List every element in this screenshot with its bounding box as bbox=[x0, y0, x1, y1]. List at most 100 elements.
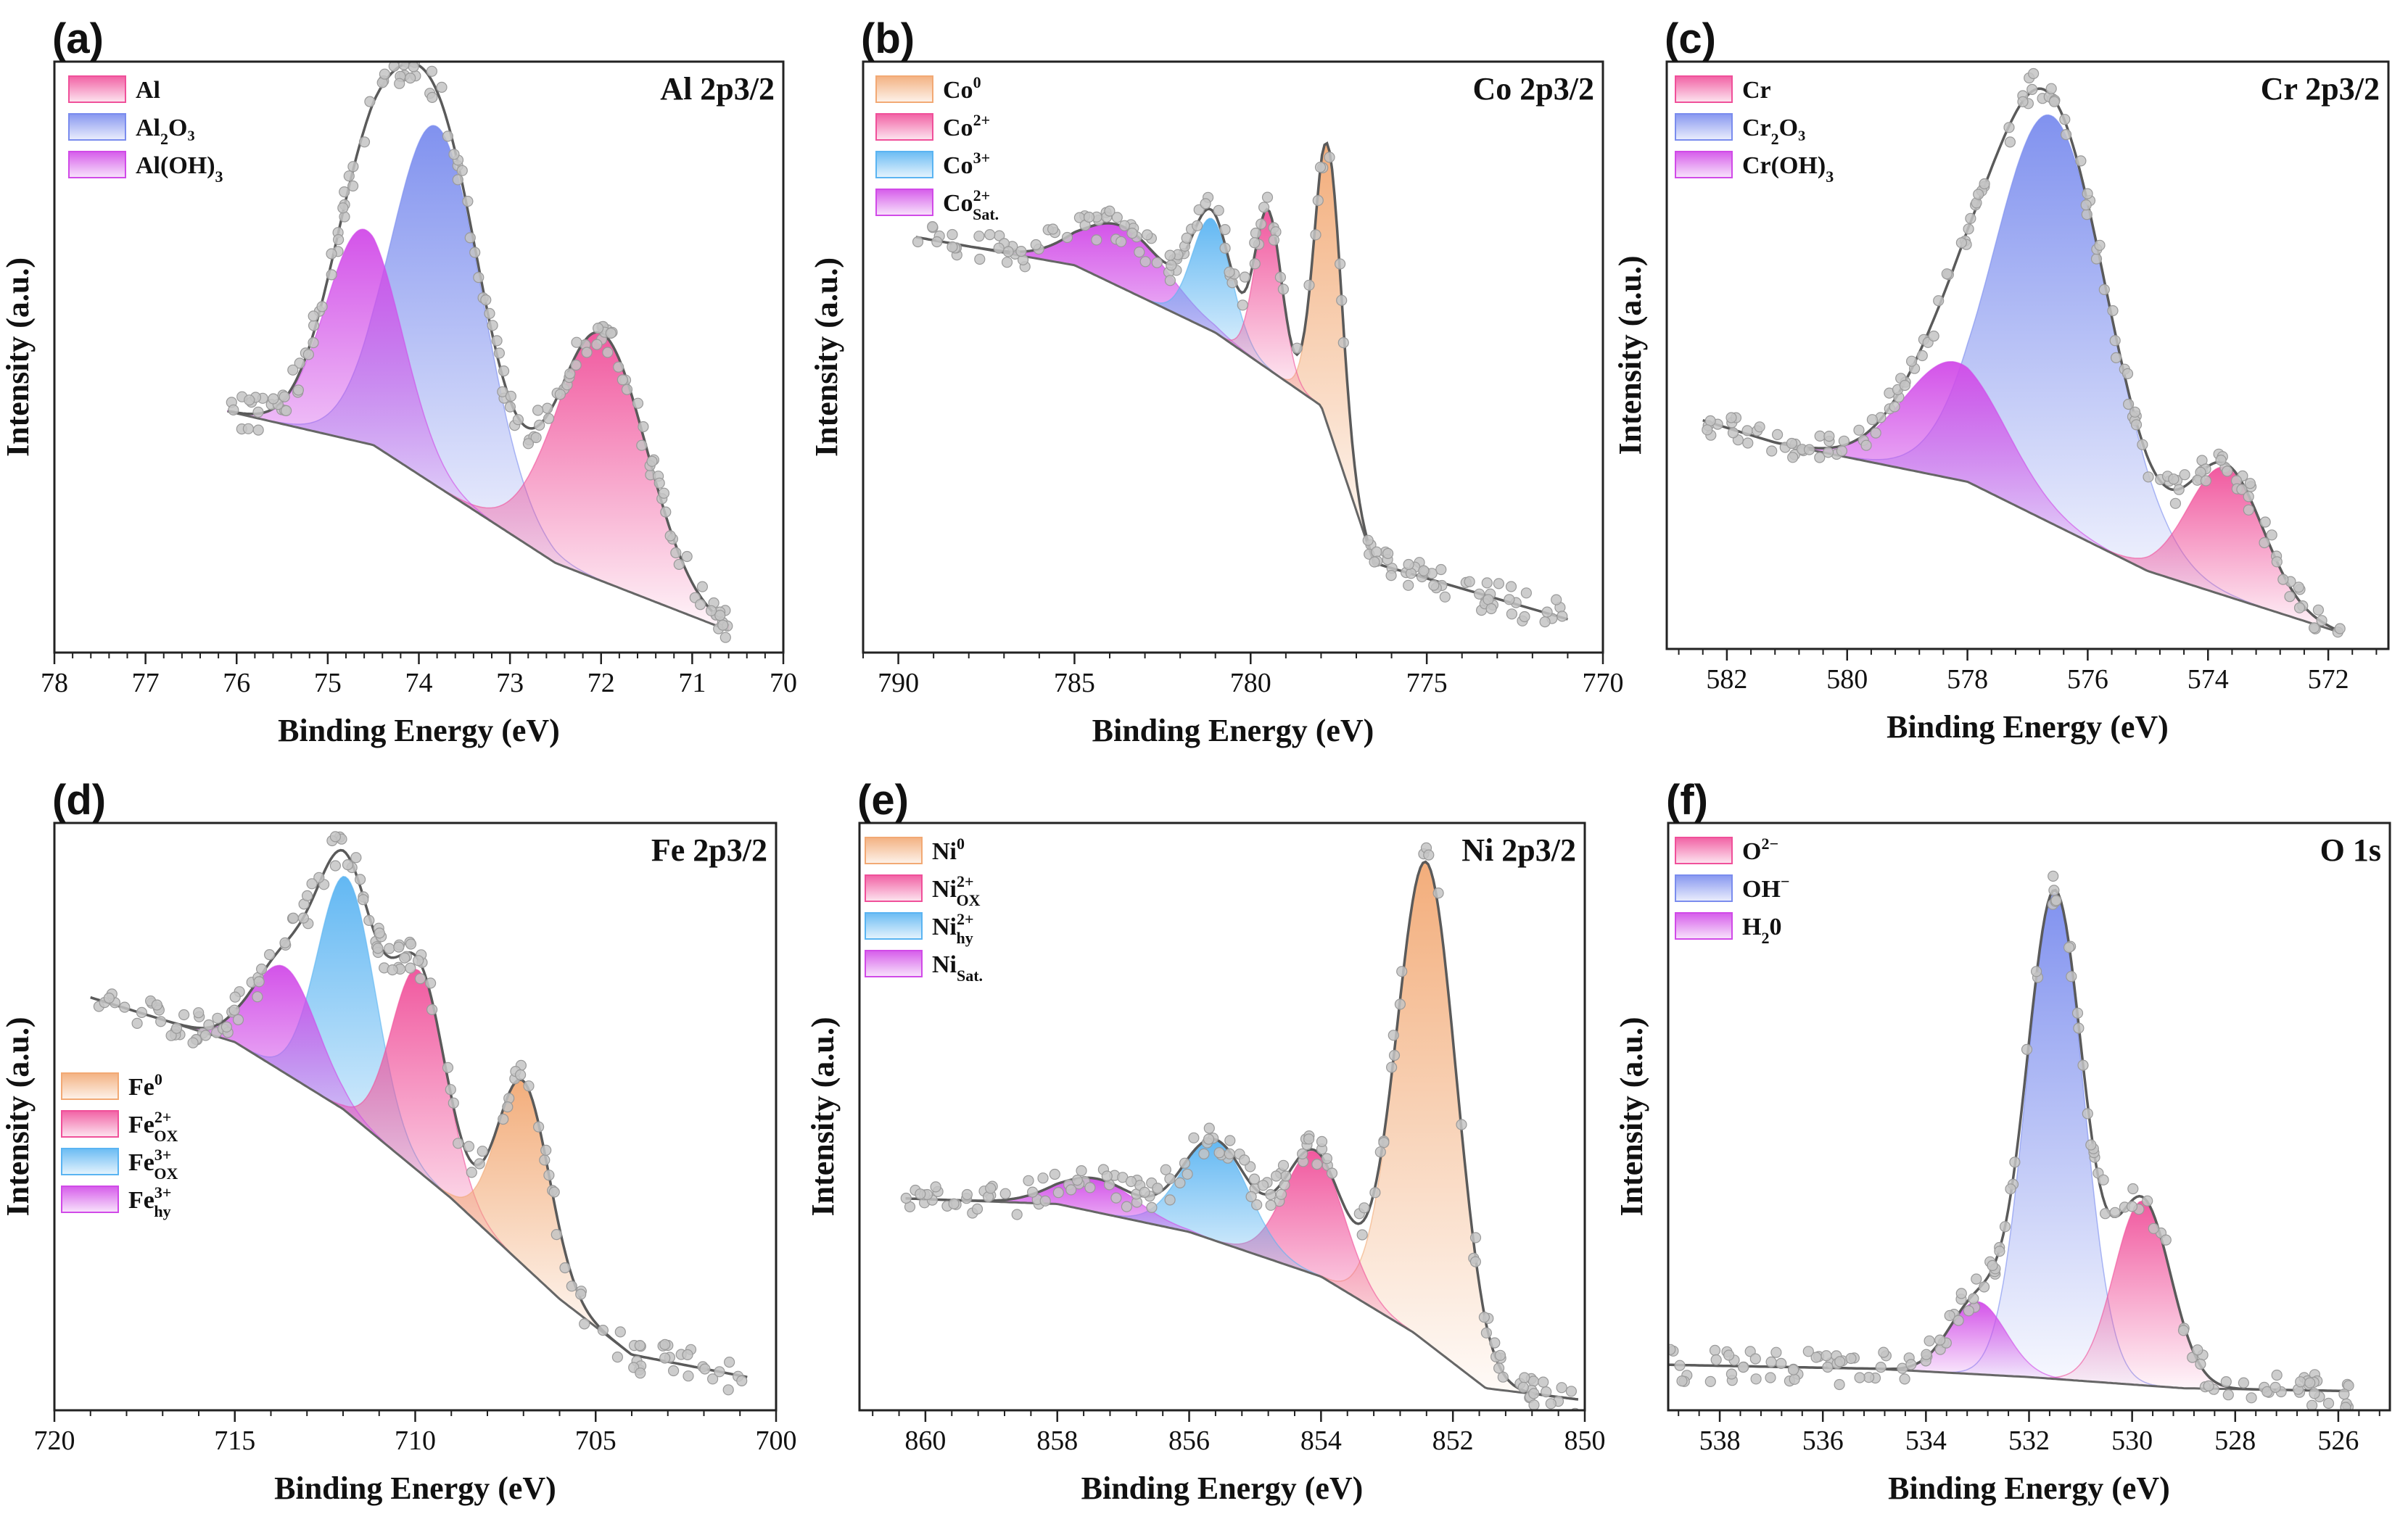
raw-data-point bbox=[187, 1037, 199, 1048]
raw-data-point bbox=[491, 335, 503, 347]
raw-data-point bbox=[1198, 1148, 1210, 1160]
raw-data-point bbox=[1854, 1372, 1865, 1383]
raw-data-point bbox=[2085, 1139, 2097, 1151]
raw-data-point bbox=[1116, 236, 1127, 247]
raw-data-point bbox=[151, 999, 162, 1011]
raw-data-point bbox=[1314, 162, 1327, 173]
raw-data-point bbox=[1456, 1119, 1467, 1130]
raw-data-point bbox=[1110, 1192, 1122, 1204]
raw-data-point bbox=[714, 1366, 725, 1378]
raw-data-point bbox=[477, 1146, 488, 1157]
raw-data-point bbox=[1270, 1170, 1282, 1182]
raw-data-point bbox=[1277, 1159, 1290, 1171]
raw-data-point bbox=[2148, 1222, 2159, 1234]
raw-data-point bbox=[1483, 594, 1494, 605]
raw-data-point bbox=[2059, 114, 2071, 125]
raw-data-points bbox=[1668, 870, 2354, 1410]
legend-label: Fe0 bbox=[128, 1070, 162, 1101]
legend-label: H20 bbox=[1742, 914, 1781, 947]
raw-data-point bbox=[611, 1351, 624, 1363]
raw-data-point bbox=[326, 248, 337, 260]
raw-data-point bbox=[131, 1017, 143, 1030]
x-axis-title: Binding Energy (eV) bbox=[274, 1470, 556, 1506]
raw-data-point bbox=[1255, 218, 1267, 230]
raw-data-point bbox=[1789, 1373, 1800, 1385]
raw-data-point bbox=[2309, 622, 2320, 634]
raw-data-point bbox=[659, 1339, 671, 1351]
raw-data-point bbox=[1921, 1349, 1932, 1360]
raw-data-point bbox=[1494, 1349, 1506, 1361]
raw-data-point bbox=[1481, 577, 1493, 589]
raw-data-point bbox=[540, 1144, 552, 1157]
raw-data-point bbox=[2309, 1388, 2320, 1399]
raw-data-point bbox=[1192, 220, 1203, 231]
raw-data-point bbox=[1749, 1353, 1761, 1365]
raw-data-point bbox=[2129, 406, 2141, 418]
raw-data-point bbox=[464, 232, 476, 244]
background-line bbox=[915, 236, 1568, 621]
raw-data-point bbox=[2094, 239, 2106, 251]
raw-data-point bbox=[564, 368, 576, 380]
raw-data-point bbox=[358, 136, 371, 148]
raw-data-point bbox=[1358, 1202, 1370, 1214]
raw-data-point bbox=[1265, 1199, 1277, 1211]
raw-data-point bbox=[635, 1368, 646, 1379]
raw-data-point bbox=[2177, 1325, 2190, 1336]
x-axis-title: Binding Energy (eV) bbox=[1081, 1470, 1364, 1506]
raw-data-point bbox=[974, 253, 986, 265]
raw-data-point bbox=[287, 364, 299, 376]
plot-area bbox=[1702, 67, 2346, 638]
legend-swatch bbox=[1675, 113, 1733, 141]
raw-data-point bbox=[199, 1030, 212, 1041]
raw-data-point bbox=[2107, 305, 2119, 317]
raw-data-point bbox=[505, 390, 517, 402]
raw-data-point bbox=[1026, 1186, 1039, 1198]
legend-swatch bbox=[865, 874, 923, 902]
raw-data-point bbox=[548, 1186, 560, 1198]
raw-data-point bbox=[1219, 224, 1231, 236]
raw-data-point bbox=[736, 1375, 748, 1387]
x-tick-label: 71 bbox=[678, 668, 706, 698]
raw-data-point bbox=[363, 914, 375, 927]
raw-data-point bbox=[1944, 1309, 1955, 1322]
raw-data-point bbox=[339, 186, 350, 198]
legend-label: Ni2+ hy bbox=[932, 910, 974, 947]
raw-data-point bbox=[1378, 1137, 1390, 1149]
raw-data-point bbox=[2192, 1344, 2203, 1356]
raw-data-point bbox=[1382, 547, 1394, 560]
raw-data-point bbox=[1551, 594, 1562, 605]
y-axis-title: Intensity (a.u.) bbox=[809, 257, 844, 457]
raw-data-point bbox=[2098, 284, 2110, 295]
raw-data-point bbox=[292, 384, 304, 396]
raw-data-point bbox=[2246, 1392, 2257, 1404]
legend-swatch bbox=[875, 189, 933, 216]
raw-data-point bbox=[706, 1373, 719, 1385]
raw-data-point bbox=[1676, 1375, 1688, 1387]
x-tick-label: 530 bbox=[2111, 1426, 2153, 1456]
raw-data-point bbox=[452, 174, 463, 186]
raw-data-point bbox=[279, 937, 291, 949]
raw-data-point bbox=[1506, 608, 1517, 620]
raw-data-point bbox=[2259, 516, 2271, 528]
raw-data-point bbox=[1860, 439, 1872, 451]
raw-data-point bbox=[2284, 591, 2296, 603]
raw-data-point bbox=[2081, 209, 2092, 220]
raw-data-point bbox=[1111, 212, 1123, 223]
raw-data-point bbox=[2304, 1377, 2316, 1389]
raw-data-point bbox=[1821, 1350, 1832, 1362]
raw-data-point bbox=[1786, 437, 1797, 450]
raw-data-point bbox=[2243, 491, 2254, 502]
legend-swatch bbox=[1675, 837, 1733, 864]
legend-swatch bbox=[865, 837, 923, 864]
legend-label: Co0 bbox=[943, 73, 981, 104]
raw-data-point bbox=[498, 365, 510, 377]
raw-data-point bbox=[1181, 232, 1192, 244]
raw-data-point bbox=[638, 421, 649, 433]
raw-data-point bbox=[1870, 427, 1881, 439]
raw-data-point bbox=[1166, 260, 1177, 271]
raw-data-point bbox=[453, 1138, 464, 1149]
raw-data-point bbox=[1428, 579, 1440, 591]
raw-data-point bbox=[621, 384, 633, 395]
